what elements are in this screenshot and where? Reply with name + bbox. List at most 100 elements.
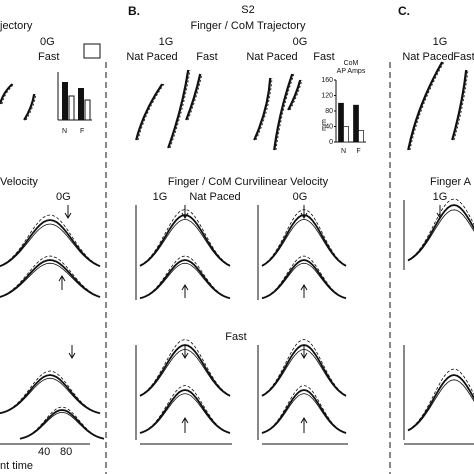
trajectory [135,83,163,141]
category: F [80,128,84,135]
velocity-curve [407,368,474,431]
trajectory [0,83,13,105]
velocity-curve [0,223,101,267]
arrow-head [64,212,72,219]
subject: S2 [241,4,254,16]
bar [343,126,349,143]
trajectory [136,83,164,141]
panel-title: Finger / CoM Curvilinear Velocity [168,176,329,188]
velocity-curve [19,406,105,439]
panel-letter: C. [398,4,410,18]
arrow-head [181,284,189,291]
y-tick-label: 80 [325,108,333,115]
y-tick-label: 0 [329,139,333,146]
velocity-curve [139,385,231,434]
velocity-curve [261,393,347,434]
condition: 0G [56,191,71,203]
trajectory [169,69,191,149]
y-tick-label: 120 [321,92,333,99]
velocity-curve [407,374,474,432]
y-tick-label: 40 [325,123,333,130]
velocity-curve [139,218,231,267]
velocity-curve [19,409,105,440]
left-inset [57,43,101,121]
panel-title: Finger / CoM Trajectory [191,20,306,32]
condition: Fast [196,51,217,63]
arrow-head [300,352,308,359]
condition: Nat Paced [402,51,453,63]
arrow-head [300,284,308,291]
arrow-head [68,352,76,359]
trajectory [24,93,36,121]
panel-title: jectory [0,20,33,32]
trajectory [274,73,294,151]
arrow-head [181,352,189,359]
trajectory [185,73,201,121]
velocity-curve [261,259,347,300]
arrow-head [58,275,66,282]
trajectory [409,61,445,151]
y-tick-label: 160 [321,77,333,84]
x-tick-label: F [356,148,360,155]
trajectory [287,79,301,111]
tick-label: 40 [38,446,50,458]
condition: 1G [159,36,174,48]
velocity-curve [0,370,101,414]
velocity-curve [407,209,474,262]
trajectory [168,69,190,149]
condition: Fast [453,51,474,63]
condition: Nat Paced [246,51,297,63]
condition: Nat Paced [189,191,240,203]
condition: Fast [38,51,59,63]
panel-title: Finger A [430,176,472,188]
condition: Nat Paced [126,51,177,63]
velocity-curve [407,204,474,262]
trajectory [408,61,444,151]
trajectory [167,69,189,149]
velocity-curve [139,339,231,396]
arrow-head [181,417,189,424]
condition: 0G [293,36,308,48]
velocity-curve [261,385,347,434]
velocity-curve [0,214,101,267]
velocity-curve [0,377,101,414]
trajectory [288,79,302,111]
panel-title: Velocity [0,176,38,188]
condition: 0G [40,36,55,48]
trajectory [253,77,271,141]
trajectory [407,61,443,151]
trajectory [452,69,468,141]
bar [338,102,344,143]
velocity-curve [0,259,101,298]
velocity-curve [261,214,347,267]
velocity-curve [139,389,231,434]
trajectory [451,69,467,141]
trajectory [275,73,295,151]
panel-letter: B. [128,4,140,18]
condition: Fast [313,51,334,63]
trajectory [25,93,37,121]
velocity-curve [407,198,474,261]
condition: 1G [433,191,448,203]
axis-label: mm [321,119,328,131]
trajectory [289,79,303,111]
x-tick-label: N [341,148,346,155]
tick-label: 80 [60,446,72,458]
velocity-curve [407,379,474,432]
arrow-head [436,212,444,219]
velocity-curve [139,214,231,267]
velocity-curve [261,262,347,299]
trajectory [453,69,469,141]
category: N [62,128,67,135]
velocity-curve [261,218,347,267]
velocity-curve [261,389,347,434]
arrow-head [300,212,308,219]
condition: 1G [153,191,168,203]
trajectory [255,77,273,141]
trajectory [1,83,15,105]
velocity-curve [0,374,101,415]
arrow-head [300,417,308,424]
arrow-head [181,212,189,219]
trajectory [273,73,293,151]
